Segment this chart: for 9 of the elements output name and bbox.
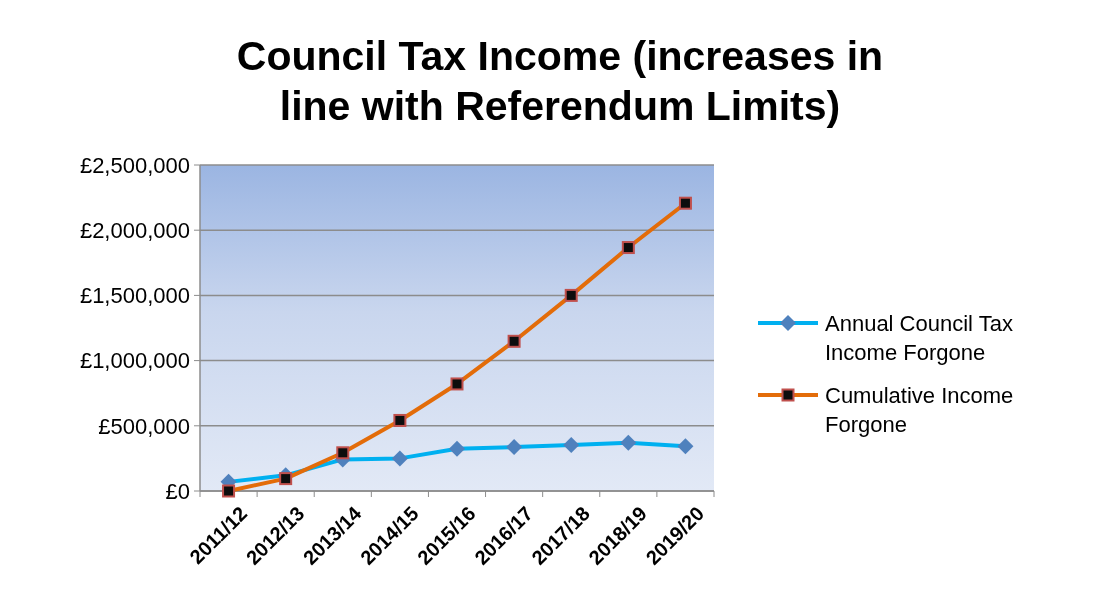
chart-title: Council Tax Income (increases in line with Referendum Limits)	[236, 33, 884, 129]
y-tick-label: £0	[165, 478, 190, 504]
y-tick-label: £1,000,000	[79, 348, 190, 374]
y-tick-label: £2,000,000	[79, 217, 190, 243]
legend-label: Cumulative Income Forgone	[825, 382, 1014, 437]
y-tick-label: £500,000	[98, 413, 190, 439]
y-tick-label: £2,500,000	[79, 152, 190, 178]
y-tick-label: £1,500,000	[79, 283, 190, 309]
legend-label: Annual Council Tax Income Forgone	[825, 310, 1013, 365]
